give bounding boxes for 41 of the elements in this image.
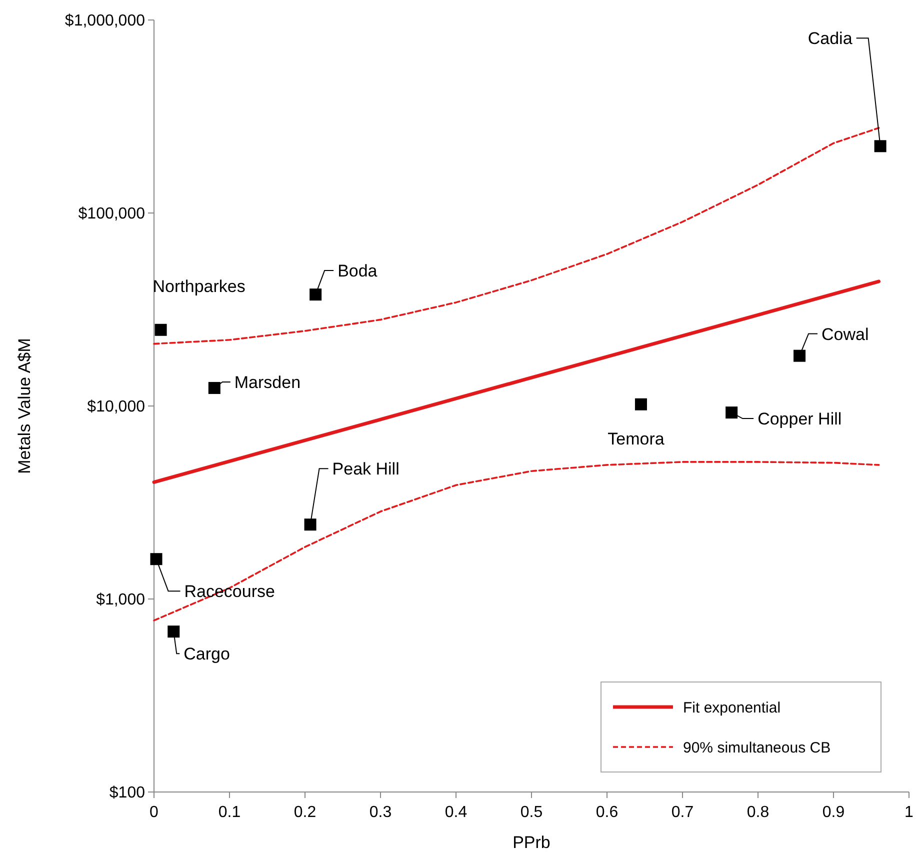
annotation: Cadia: [808, 29, 853, 48]
x-tick-label: 0.7: [671, 804, 694, 821]
x-tick-label: 0: [150, 804, 159, 821]
y-tick-label: $100,000: [78, 206, 146, 223]
x-tick-label: 0.8: [746, 804, 770, 821]
point: [794, 350, 806, 362]
y-tick-label: $100: [109, 784, 146, 802]
x-axis-title: PPrb: [512, 833, 550, 852]
annotation: Copper Hill: [758, 409, 842, 428]
y-tick-label: $1,000: [96, 592, 146, 609]
x-tick-label: 0.9: [822, 804, 845, 821]
x-tick-label: 0.1: [218, 804, 241, 821]
point: [634, 398, 647, 410]
x-tick-label: 0.3: [369, 804, 392, 821]
point: [874, 140, 886, 152]
annotation: Marsden: [234, 372, 301, 392]
point: [208, 382, 220, 394]
line-series: [153, 127, 880, 345]
annotation: Boda: [338, 261, 378, 280]
legend-label: 90% simultaneous CB: [683, 739, 831, 756]
point: [726, 406, 738, 419]
x-tick-label: 1: [904, 804, 914, 821]
annotation: Northparkes: [152, 276, 246, 296]
legend-label: Fit exponential: [683, 699, 781, 716]
annotation: Temora: [608, 429, 665, 448]
x-tick-label: 0.2: [294, 804, 316, 821]
x-tick-label: 0.6: [596, 804, 618, 821]
point: [150, 553, 162, 566]
point: [310, 288, 322, 301]
annotation: Peak Hill: [332, 460, 400, 479]
x-tick-label: 0.4: [444, 804, 468, 821]
point: [168, 626, 180, 638]
y-tick-label: $10,000: [87, 398, 146, 416]
annotation: Cargo: [184, 644, 230, 664]
y-tick-label: $1,000,000: [64, 12, 146, 30]
point: [304, 518, 316, 531]
line-series: [153, 461, 880, 622]
point: [154, 324, 167, 336]
y-axis-title: Metals Value A$M: [15, 338, 34, 474]
annotation: Cowal: [822, 324, 869, 344]
x-tick-label: 0.5: [520, 804, 543, 821]
